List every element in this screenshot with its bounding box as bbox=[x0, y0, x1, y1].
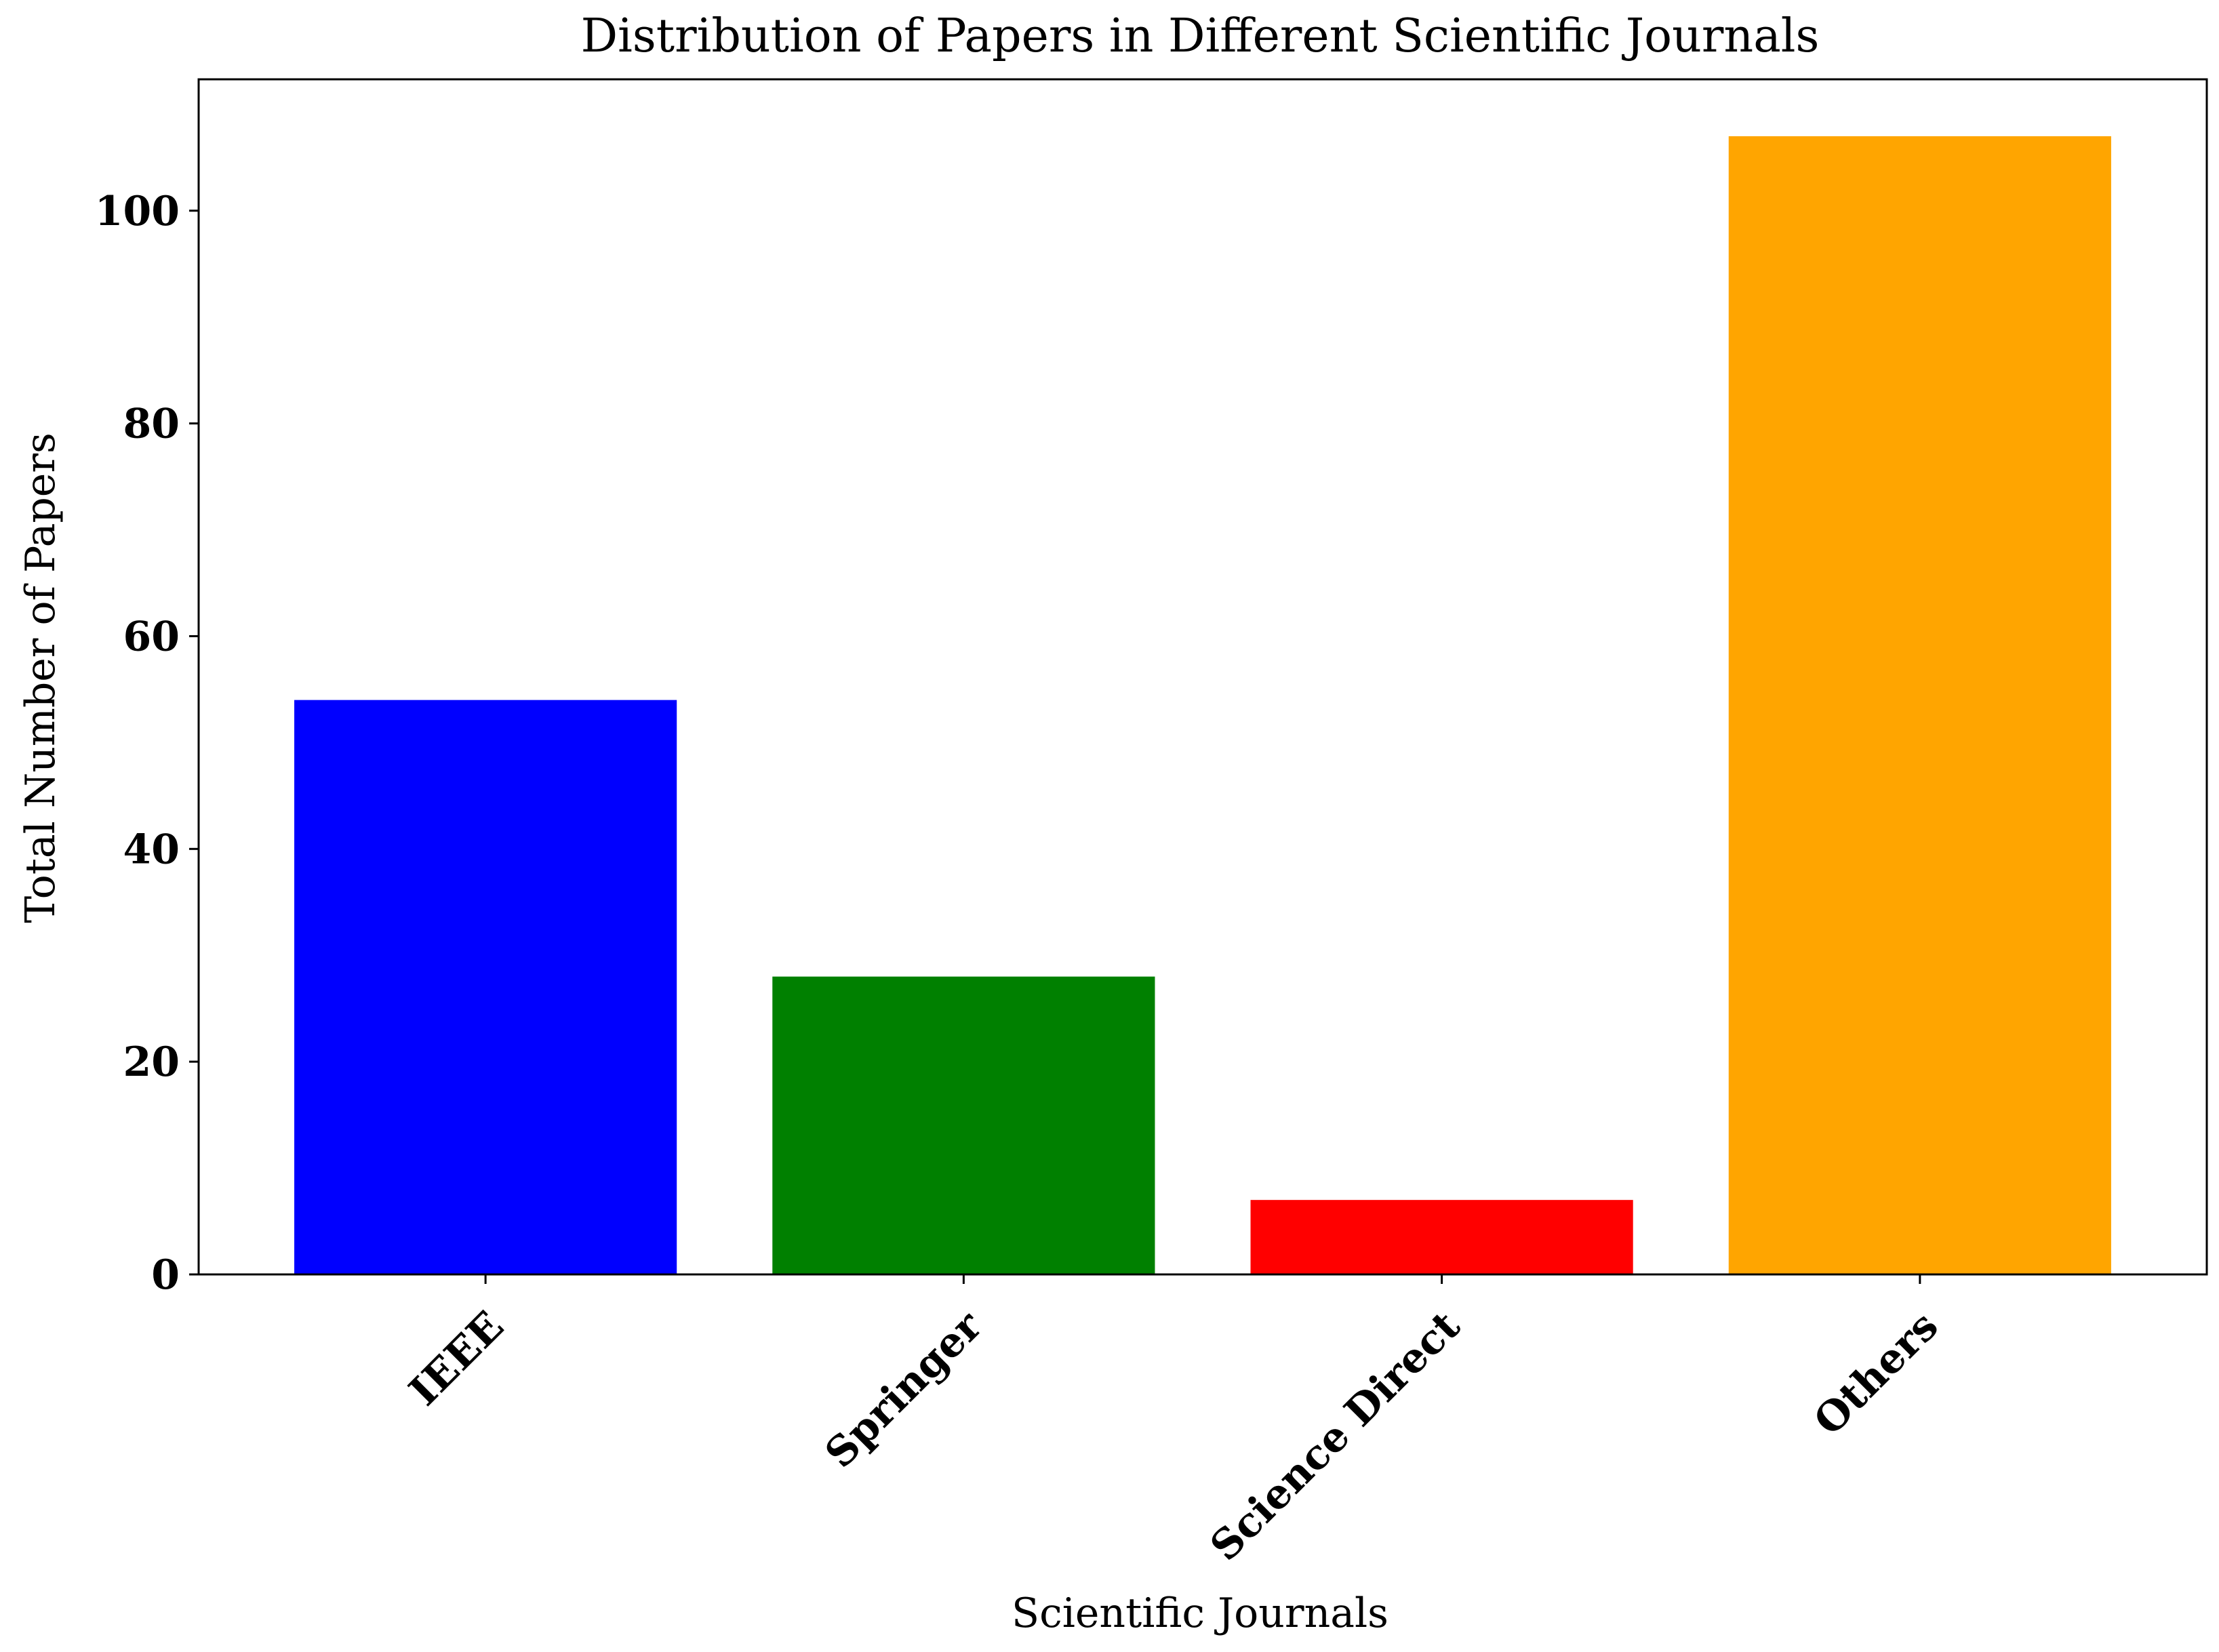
chart-title: Distribution of Papers in Different Scie… bbox=[581, 9, 1820, 63]
y-tick-label: 100 bbox=[95, 188, 180, 235]
y-tick-label: 40 bbox=[123, 826, 180, 873]
y-tick-label: 0 bbox=[151, 1251, 180, 1299]
y-tick-label: 20 bbox=[123, 1039, 180, 1086]
x-axis-label: Scientific Journals bbox=[1012, 1590, 1388, 1637]
bar-ieee bbox=[294, 700, 677, 1274]
bar-science-direct bbox=[1250, 1200, 1633, 1274]
y-axis-label: Total Number of Papers bbox=[17, 432, 64, 923]
y-tick-label: 60 bbox=[123, 613, 180, 660]
bar-others bbox=[1728, 136, 2111, 1274]
plot-frame bbox=[197, 78, 2208, 1276]
bars-group bbox=[294, 136, 2111, 1274]
y-tick-label: 80 bbox=[123, 401, 180, 448]
bar-springer bbox=[772, 976, 1155, 1274]
y-axis-ticks: 0 20 40 60 80 100 bbox=[95, 188, 199, 1299]
